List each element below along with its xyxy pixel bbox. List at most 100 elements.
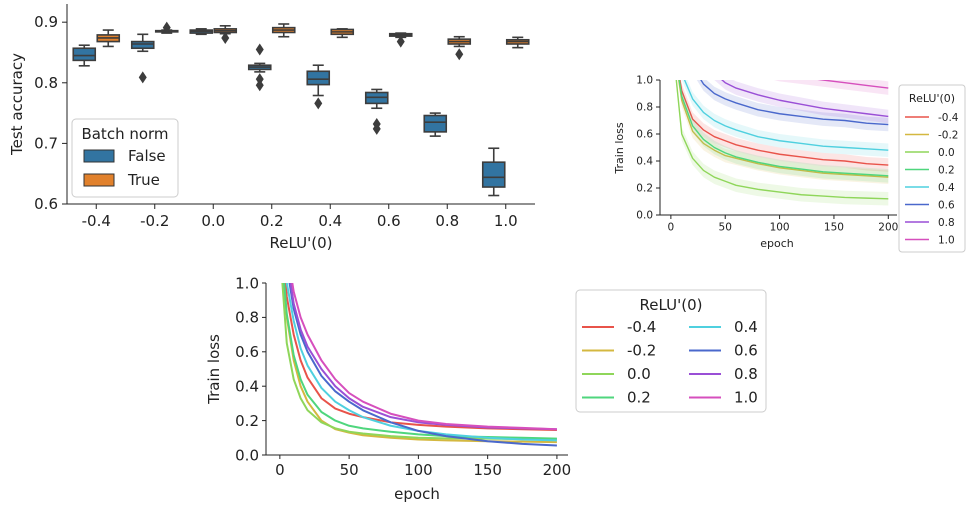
box-false-0.2 <box>247 43 272 92</box>
x-axis-label: ReLU'(0) <box>270 234 333 252</box>
y-axis-label: Train loss <box>205 334 223 405</box>
legend-label--0.2: -0.2 <box>938 130 959 142</box>
small-line-chart-panel: 0.0 0.2 0.4 0.6 0.8 1.0 0 50 100 150 200 epoch Tra… <box>613 75 966 253</box>
y-tick-label: 0.7 <box>34 134 58 152</box>
legend-label--0.4: -0.4 <box>627 318 656 336</box>
y-tick-label: 0.8 <box>636 102 653 114</box>
box-false--0.2 <box>130 33 155 84</box>
series-line-0.2 <box>283 283 557 440</box>
box-true-1.0 <box>505 36 530 49</box>
x-tick-label: 100 <box>770 222 790 234</box>
box-true-0.6 <box>388 32 413 48</box>
legend-title: ReLU'(0) <box>640 296 703 314</box>
y-axis-label: Train loss <box>613 122 626 174</box>
y-tick-label: 0.8 <box>34 74 58 92</box>
legend-label-false: False <box>128 147 166 165</box>
series-band-1.0 <box>774 80 889 95</box>
legend-label-0.8: 0.8 <box>734 365 758 383</box>
outlier <box>162 21 171 34</box>
y-tick-label: 0.0 <box>636 210 653 222</box>
box-false-1.0 <box>481 147 506 197</box>
series-band-0.0 <box>675 80 889 206</box>
series-line-0.0 <box>675 80 889 200</box>
y-tick-label: 0.0 <box>235 446 259 464</box>
legend-label-0.0: 0.0 <box>938 147 955 159</box>
box-true-0.0 <box>213 25 238 44</box>
x-tick-label: 0.4 <box>318 212 342 230</box>
y-tick-label: 1.0 <box>235 274 259 292</box>
x-tick-label: 0 <box>275 461 285 479</box>
series-band--0.4 <box>678 80 889 172</box>
box-false-0.6 <box>364 88 389 135</box>
legend-label-0.0: 0.0 <box>627 365 651 383</box>
series-line--0.2 <box>678 80 889 178</box>
box-body <box>72 47 97 62</box>
box-plot-panel: 0.6 0.7 0.8 0.9 -0.4 -0.2 0.0 0.2 0.4 0.6 0.8 1.0 R… <box>8 4 535 252</box>
x-tick-label: 0.8 <box>435 212 459 230</box>
outlier <box>314 97 323 110</box>
x-tick-label: -0.2 <box>140 212 169 230</box>
legend-label-0.6: 0.6 <box>734 342 758 360</box>
y-tick-label: 0.2 <box>636 183 653 195</box>
x-tick-label: 150 <box>473 461 502 479</box>
series-line--0.4 <box>284 283 557 432</box>
x-tick-label: 0.0 <box>201 212 225 230</box>
series-line-0.8 <box>721 80 889 118</box>
y-tick-label: 0.4 <box>636 156 653 168</box>
legend-label-0.4: 0.4 <box>938 182 955 194</box>
x-tick-label: 0.2 <box>260 212 284 230</box>
box-true-0.4 <box>330 28 355 39</box>
box-body <box>306 70 331 86</box>
y-tick-label: 1.0 <box>636 75 653 87</box>
y-tick-label: 0.6 <box>636 129 653 141</box>
legend-swatch-true <box>83 173 115 187</box>
legend-label-true: True <box>127 171 160 189</box>
x-tick-label: 200 <box>543 461 572 479</box>
series-line-0.6 <box>288 283 557 447</box>
outlier <box>255 43 264 56</box>
outlier <box>255 73 264 86</box>
outlier <box>255 79 264 92</box>
y-tick-label: 0.9 <box>34 13 58 31</box>
series-line-0.6 <box>700 80 889 126</box>
y-tick-label: 0.4 <box>235 377 259 395</box>
series-line-0.4 <box>683 80 889 151</box>
box-body <box>481 161 506 188</box>
legend-label-0.4: 0.4 <box>734 318 758 336</box>
box-false--0.4 <box>72 44 97 67</box>
x-axis-label: epoch <box>760 237 794 250</box>
outlier <box>372 122 381 135</box>
legend-frame <box>898 84 966 253</box>
box-true-0.2 <box>271 23 296 38</box>
series-line-1.0 <box>291 283 557 431</box>
x-axis-label: epoch <box>394 485 440 503</box>
legend-label-0.2: 0.2 <box>627 389 651 407</box>
x-tick-label: 150 <box>824 222 844 234</box>
legend-title: Batch norm <box>81 125 168 143</box>
box-body <box>423 114 448 133</box>
box-body <box>130 40 155 50</box>
x-tick-label: 200 <box>878 222 898 234</box>
box-true-0.8 <box>447 35 472 61</box>
x-tick-label: 100 <box>404 461 433 479</box>
y-axis-label: Test accuracy <box>8 53 26 156</box>
legend: ReLU'(0) -0.4 -0.2 0.0 0.2 0.4 0.6 0.8 1.0 <box>898 84 966 253</box>
series-band--0.2 <box>677 80 889 184</box>
x-tick-label: 50 <box>719 222 732 234</box>
box-true--0.2 <box>154 21 179 34</box>
outlier <box>221 31 230 44</box>
outlier <box>138 71 147 84</box>
legend-label-0.8: 0.8 <box>938 217 955 229</box>
legend: Batch norm False True <box>71 118 179 198</box>
legend: ReLU'(0) -0.4 -0.2 0.0 0.2 0.4 0.6 0.8 1.0 <box>575 289 767 413</box>
y-tick-label: 0.6 <box>34 195 58 213</box>
y-tick-label: 0.2 <box>235 412 259 430</box>
legend-label--0.2: -0.2 <box>627 342 656 360</box>
x-tick-label: 0.6 <box>377 212 401 230</box>
box-false-0.8 <box>423 112 448 137</box>
series-band-0.8 <box>714 80 889 124</box>
legend-frame <box>575 289 767 413</box>
outlier <box>396 35 405 48</box>
series-line-0.4 <box>285 283 557 442</box>
